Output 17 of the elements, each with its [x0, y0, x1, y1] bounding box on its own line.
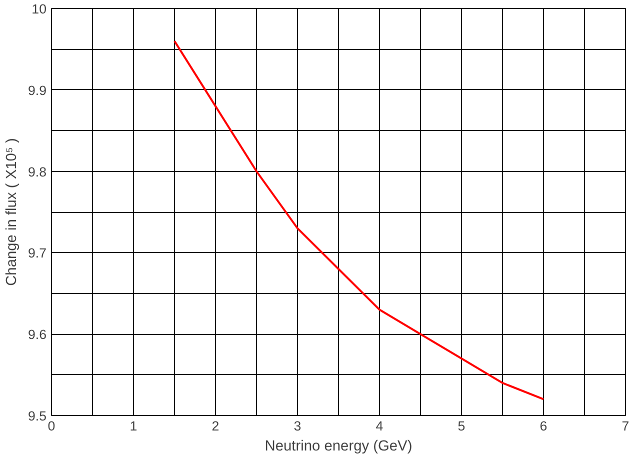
x-tick-label: 2 [212, 418, 220, 434]
x-tick-label: 6 [540, 418, 548, 434]
x-tick-label: 7 [622, 418, 630, 434]
x-tick-label: 3 [294, 418, 302, 434]
x-tick-label: 0 [48, 418, 56, 434]
y-axis-title: Change in flux ( X10⁵ ) [4, 138, 20, 286]
line-series [174, 40, 544, 400]
y-tick-label: 9.5 [28, 408, 47, 424]
x-tick-label: 1 [130, 418, 138, 434]
x-tick-label: 4 [376, 418, 384, 434]
x-tick-label: 5 [458, 418, 466, 434]
x-axis-title: Neutrino energy (GeV) [264, 438, 412, 454]
y-tick-label: 9.8 [28, 164, 47, 180]
y-tick-label: 9.9 [28, 82, 47, 98]
y-tick-label: 9.6 [28, 327, 47, 342]
y-tick-label: 9.7 [28, 246, 47, 261]
y-tick-label: 10 [32, 2, 47, 16]
